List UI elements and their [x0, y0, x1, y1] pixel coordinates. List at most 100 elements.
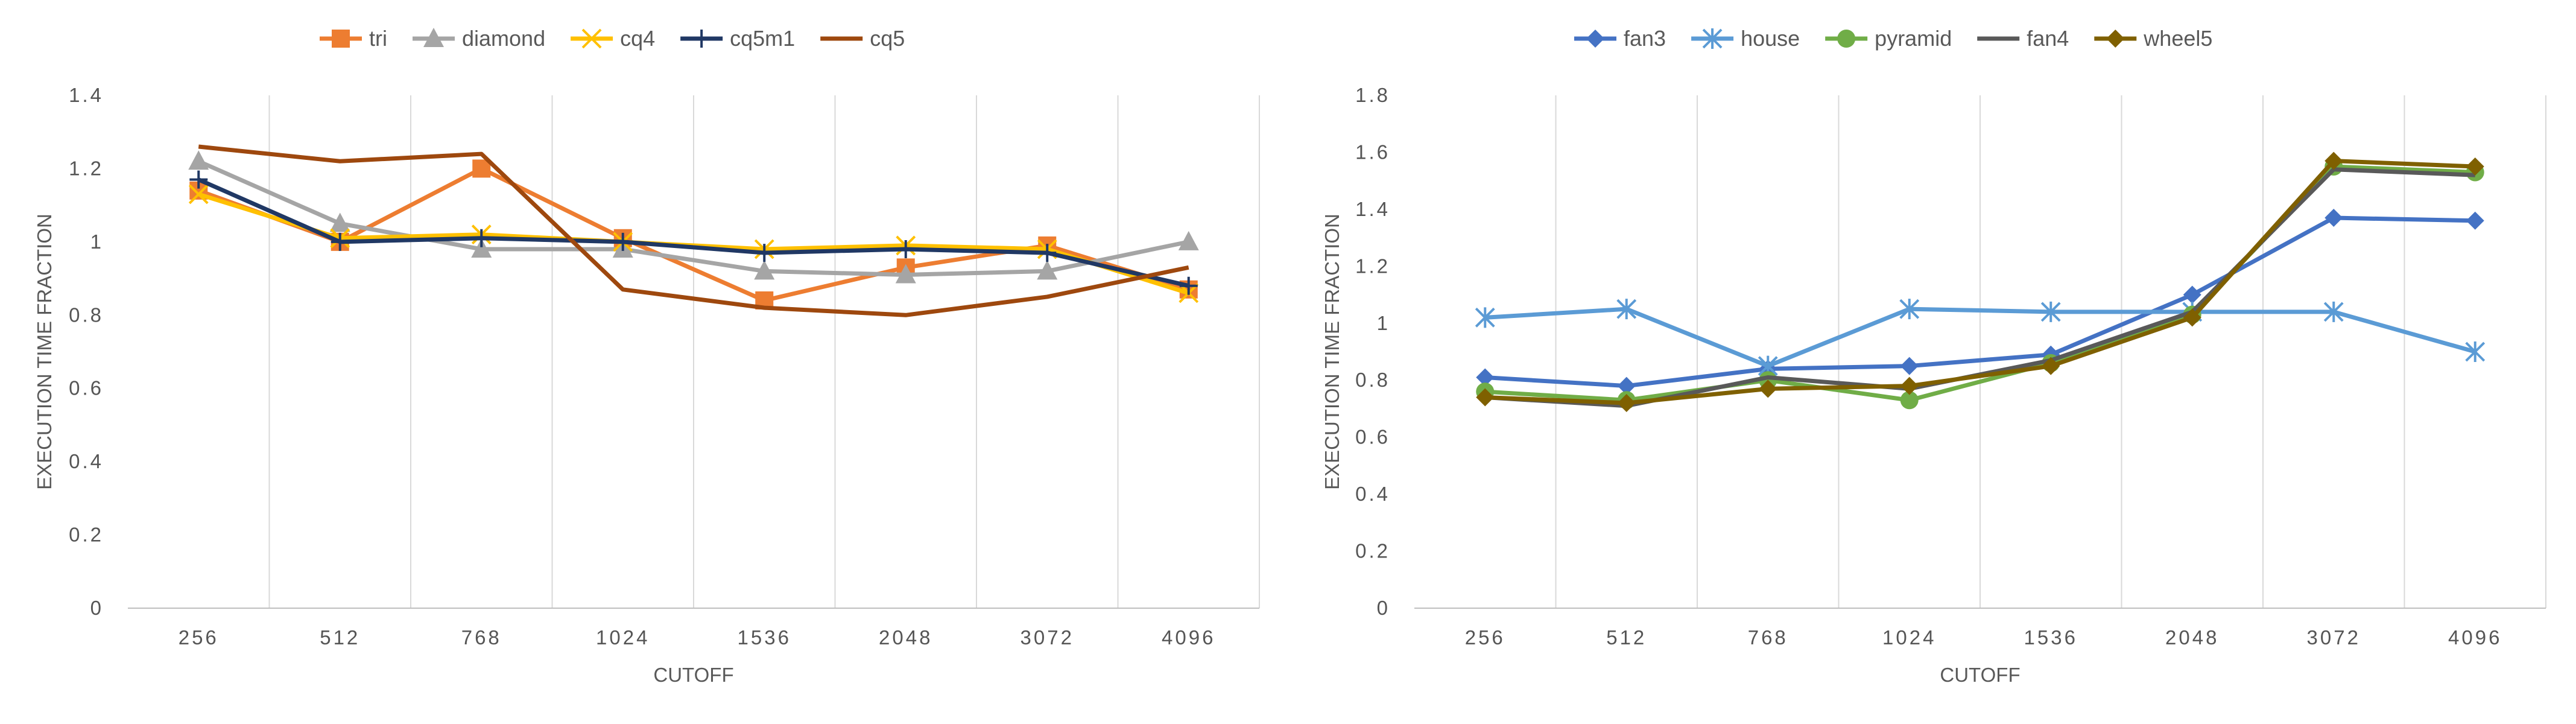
data-point-house [1616, 299, 1637, 320]
legend: tri diamond cq4 cq5m1 cq5 [320, 26, 905, 51]
data-point-wheel5 [1900, 376, 1919, 395]
legend-marker [1586, 30, 1604, 48]
legend-marker [423, 28, 444, 47]
y-tick-label: 1.6 [1355, 141, 1390, 163]
y-tick-label: 0 [1377, 597, 1390, 619]
data-point-diamond [329, 212, 350, 232]
data-point-house [2040, 301, 2061, 322]
data-point-cq5m1 [189, 170, 208, 189]
data-point-diamond [895, 264, 916, 284]
chart-left: 0 0.2 0.4 0.6 0.8 1 1.2 1.4 256 512 768 1024 1536 204… [33, 26, 1260, 686]
x-tick-label: 1024 [596, 626, 650, 649]
x-tick-label: 1024 [1882, 626, 1936, 649]
y-tick-label: 0.2 [1355, 540, 1390, 562]
legend-item-cq4: cq4 [571, 26, 655, 51]
y-axis-title: EXECUTION TIME FRACTION [1321, 214, 1343, 490]
y-tick-label: 1.4 [1355, 198, 1390, 220]
legend-label: pyramid [1875, 26, 1952, 51]
series-line-house [1485, 306, 2476, 369]
data-point-cq5m1 [896, 240, 915, 258]
data-point-cq5m1 [1179, 276, 1198, 295]
legend-item-wheel5: wheel5 [2094, 26, 2212, 51]
y-tick-label: 0.6 [1355, 426, 1390, 448]
data-point-cq5m1 [331, 232, 349, 251]
y-tick-label: 1 [1377, 312, 1390, 334]
y-tick-label: 1 [90, 230, 104, 253]
legend-item-fan4: fan4 [1977, 26, 2069, 51]
legend-label: diamond [462, 26, 545, 51]
legend: fan3 house pyramid fan4 wheel5 [1574, 26, 2212, 51]
data-point-house [2465, 341, 2486, 362]
legend-item-house: house [1691, 26, 1800, 51]
x-tick-label: 3072 [2307, 626, 2361, 649]
series-line-diamond [197, 159, 1189, 277]
legend-item-fan3: fan3 [1574, 26, 1666, 51]
legend-item-tri: tri [320, 26, 387, 51]
data-point-wheel5 [2324, 151, 2343, 170]
data-point-diamond [1037, 260, 1058, 280]
legend-item-cq5: cq5 [820, 26, 905, 51]
series-diamond [188, 150, 1199, 284]
data-point-cq5m1 [472, 229, 491, 247]
y-tick-label: 0.4 [1355, 483, 1390, 505]
data-point-house [1899, 299, 1920, 320]
legend-label: fan4 [2027, 26, 2069, 51]
legend-label: cq5 [870, 26, 905, 51]
data-point-wheel5 [2466, 157, 2484, 176]
data-point-fan3 [1900, 357, 1919, 375]
y-tick-label: 1.4 [69, 84, 104, 106]
y-tick-label: 0.8 [1355, 369, 1390, 391]
data-point-diamond [471, 238, 492, 258]
legend-item-pyramid: pyramid [1825, 26, 1952, 51]
legend-label: wheel5 [2143, 26, 2212, 51]
x-tick-label: 768 [1748, 626, 1788, 649]
x-tick-label: 256 [179, 626, 219, 649]
series-cq5m1 [189, 170, 1198, 295]
data-point-pyramid [1900, 391, 1919, 410]
data-point-fan3 [1476, 368, 1495, 387]
y-tick-label: 0.4 [69, 450, 104, 472]
x-tick-label: 768 [461, 626, 502, 649]
x-tick-label: 2048 [2165, 626, 2219, 649]
series-wheel5 [1476, 151, 2484, 412]
data-point-cq5m1 [613, 232, 632, 251]
chart-right: 0 0.2 0.4 0.6 0.8 1 1.2 1.4 1.6 1.8 256 512 768 1024 1… [1321, 26, 2546, 686]
data-point-fan3 [2466, 211, 2484, 230]
legend-label: tri [369, 26, 387, 51]
legend-label: cq5m1 [730, 26, 795, 51]
x-tick-label: 1536 [738, 626, 791, 649]
y-tick-label: 0.2 [69, 524, 104, 546]
legend-marker [1702, 28, 1723, 49]
legend-label: house [1741, 26, 1800, 51]
series-line-cq5m1 [197, 177, 1189, 288]
x-tick-label: 512 [320, 626, 360, 649]
x-tick-label: 4096 [1162, 626, 1215, 649]
x-tick-label: 1536 [2024, 626, 2078, 649]
y-tick-label: 1.2 [69, 157, 104, 179]
legend-marker [1837, 30, 1856, 48]
legend-marker [581, 28, 602, 49]
legend-marker [2106, 30, 2125, 48]
legend-marker [332, 30, 350, 48]
legend-item-diamond: diamond [413, 26, 545, 51]
x-axis-title: CUTOFF [1940, 664, 2020, 686]
data-point-cq5m1 [1038, 244, 1057, 262]
x-axis-title: CUTOFF [653, 664, 733, 686]
legend-item-cq5m1: cq5m1 [680, 26, 795, 51]
x-tick-label: 3072 [1021, 626, 1074, 649]
y-axis-title: EXECUTION TIME FRACTION [33, 214, 55, 490]
x-tick-label: 512 [1606, 626, 1647, 649]
series-cq5 [198, 144, 1189, 317]
data-point-wheel5 [2183, 308, 2201, 327]
data-point-house [1475, 307, 1495, 328]
y-tick-label: 1.8 [1355, 84, 1390, 106]
y-tick-label: 0.8 [69, 303, 104, 326]
data-point-cq5m1 [755, 244, 774, 262]
data-point-wheel5 [1759, 379, 1777, 398]
y-tick-label: 1.2 [1355, 255, 1390, 277]
x-tick-label: 4096 [2448, 626, 2502, 649]
data-point-cq4 [188, 184, 209, 205]
data-point-diamond [754, 260, 775, 280]
series-line-wheel5 [1485, 159, 2475, 405]
